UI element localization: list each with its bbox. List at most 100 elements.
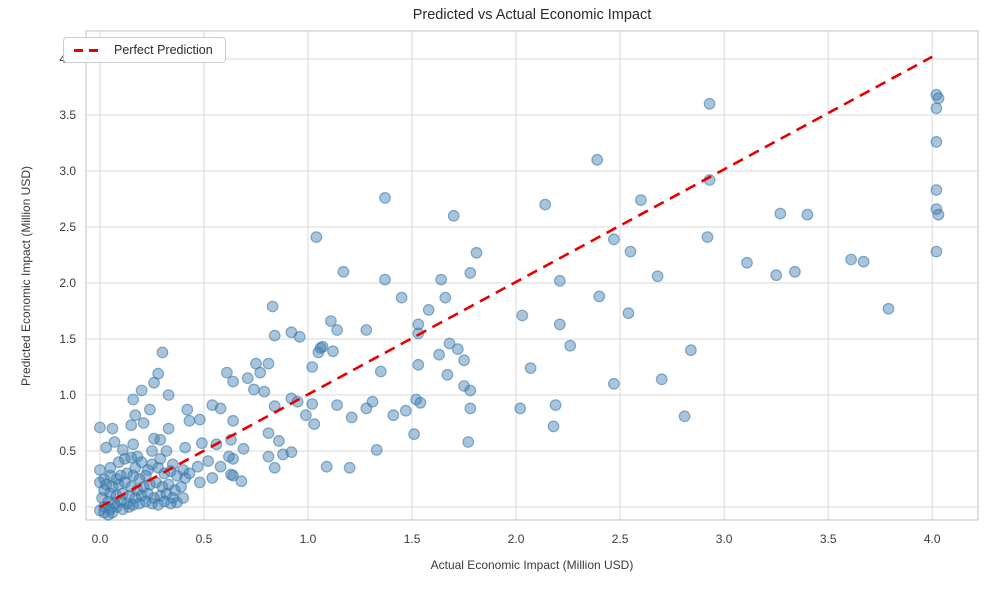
scatter-point [300,409,312,422]
scatter-point [154,433,167,446]
scatter-point [127,469,140,482]
scatter-point [774,207,787,220]
scatter-point [549,399,562,412]
scatter-point [462,436,475,448]
scatter-point [930,184,943,196]
scatter-point [314,342,327,354]
scatter-point [591,153,604,166]
scatter-point [156,346,169,359]
dashed-line-swatch [74,48,104,52]
scatter-point [343,461,356,474]
scatter-point [553,274,566,287]
scatter-point [133,497,146,510]
scatter-point [164,497,177,510]
x-tick-label: 2.0 [508,532,525,546]
scatter-point [801,208,814,221]
scatter-point [247,383,260,396]
scatter-point [100,441,113,454]
scatter-point [258,385,271,398]
scatter-point [524,362,537,375]
scatter-point [608,377,620,390]
scatter-point [651,270,664,283]
axes-spines [85,30,979,521]
y-tick-label: 2.5 [59,220,76,234]
scatter-point [191,460,204,473]
scatter-point [127,438,140,451]
scatter-point [553,318,566,331]
scatter-point [703,97,716,110]
y-tick-label: 1.5 [59,332,76,346]
scatter-point [433,348,446,361]
scatter-point [179,441,192,454]
scatter-point [325,315,337,328]
scatter-point [414,396,427,409]
scatter-point [564,339,577,352]
scatter-point [127,393,140,406]
scatter-point [241,372,254,385]
scatter-point [158,495,171,508]
scatter-point [139,495,152,508]
scatter-point [458,354,471,367]
scatter-point [108,436,121,448]
scatter-point [331,324,344,336]
scatter-point [106,422,119,435]
scatter-point [177,464,190,476]
x-axis-label: Actual Economic Impact (Million USD) [430,558,634,572]
scatter-point [195,437,208,450]
scatter-point [193,476,206,489]
x-tick-label: 1.5 [404,532,421,546]
scatter-point [125,419,138,432]
scatter-point [148,376,160,389]
scatter-point [268,461,281,474]
y-tick-label: 1.0 [59,388,76,402]
scatter-point [154,452,167,465]
scatter-point [273,435,285,447]
scatter-point [235,475,248,488]
scatter-point [237,442,250,455]
scatter-point [360,324,373,336]
y-tick-label: 3.0 [59,164,76,178]
scatter-point [395,291,408,304]
y-tick-label: 0.0 [59,500,76,514]
scatter-point [789,265,801,278]
y-tick-label: 0.5 [59,444,76,458]
scatter-point [412,358,425,371]
scatter-point [306,361,319,373]
legend[interactable]: Perfect Prediction [63,37,226,63]
scatter-point [160,445,173,457]
x-tick-label: 4.0 [924,532,941,546]
scatter-point [162,389,175,401]
scatter-point [408,428,421,441]
scatter-point [399,404,412,417]
x-tick-label: 2.5 [612,532,629,546]
scatter-point [308,418,321,431]
scatter-point [932,92,945,105]
scatter-point [593,290,606,303]
scatter-point [770,269,783,282]
scatter-point [443,337,456,350]
scatter-point [327,345,339,358]
scatter-point [635,194,647,207]
scatter-point [412,318,425,331]
scatter-point [678,410,691,423]
scatter-point [320,460,333,473]
x-tick-label: 3.5 [820,532,837,546]
scatter-point [177,492,190,504]
scatter-point [379,273,391,286]
scatter-point [655,373,668,386]
scatter-point [118,476,131,489]
scatter-point [193,413,206,426]
scatter-point [262,450,275,463]
scatter-point [447,209,460,222]
scatter-point [166,458,179,471]
scatter-point [370,444,383,456]
scatter-point [882,302,895,315]
scatter-point [422,304,435,316]
scatter-point [121,467,133,480]
scatter-point [175,480,188,493]
scatter-point [435,273,448,286]
scatter-point [458,380,471,392]
scatter-point [116,444,129,456]
perfect-prediction-line [99,55,933,509]
scatter-point [685,344,697,357]
